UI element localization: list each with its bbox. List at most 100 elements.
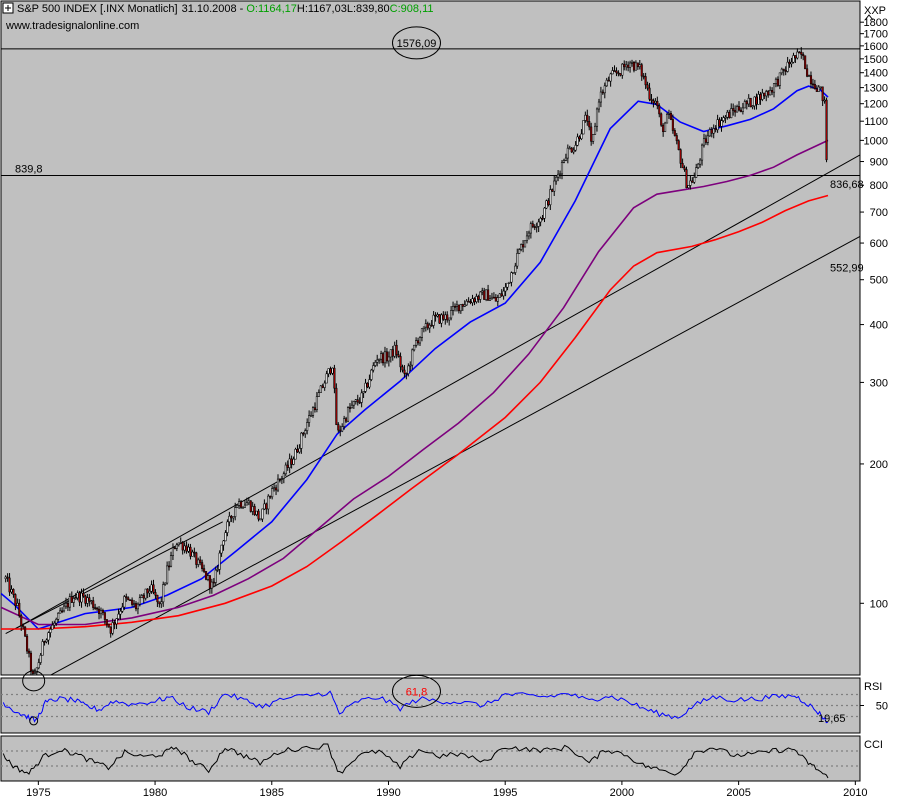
candle-up (654, 100, 657, 104)
candle-up (191, 551, 194, 557)
candle-up (594, 125, 597, 135)
header-open: O:1164,17 (246, 3, 297, 15)
candle-down (96, 607, 99, 610)
cci-layer (1, 743, 860, 779)
candle-down (158, 601, 161, 605)
candle-up (761, 92, 764, 100)
candle-up (485, 289, 488, 300)
candle-down (642, 75, 645, 78)
candle-down (257, 510, 260, 520)
candle-down (656, 100, 659, 107)
candle-up (757, 94, 760, 105)
y-tick-label: 400 (870, 320, 888, 332)
candle-down (405, 373, 408, 375)
candle-up (459, 304, 462, 312)
candle-up (432, 314, 435, 326)
candle-down (679, 149, 682, 164)
candle-down (94, 607, 97, 609)
candle-up (512, 272, 515, 274)
candle-up (444, 314, 447, 320)
candle-down (29, 652, 33, 672)
candle-up (562, 160, 565, 163)
candle-up (393, 344, 396, 357)
cci-panel[interactable] (0, 735, 861, 782)
x-tick-label: 2010 (843, 787, 867, 799)
candle-up (440, 314, 443, 324)
candle-up (325, 373, 328, 384)
candle-up (187, 546, 190, 552)
candle-down (607, 79, 610, 82)
candle-up (273, 487, 276, 490)
rsi-low-circle (29, 716, 39, 726)
candle-up (292, 458, 295, 465)
candle-up (418, 337, 422, 344)
trend-line (5, 521, 223, 635)
candle-up (605, 79, 608, 87)
candle-down (728, 111, 731, 119)
candle-down (348, 407, 352, 409)
candle-up (599, 91, 602, 103)
candle-up (741, 107, 744, 112)
candle-down (391, 349, 394, 357)
candle-up (121, 606, 124, 612)
candle-up (372, 365, 375, 371)
candle-down (109, 626, 112, 634)
price-panel[interactable] (0, 0, 861, 676)
candle-down (403, 369, 406, 374)
candle-down (426, 323, 429, 329)
y-tick-label: 600 (870, 238, 888, 250)
scroll-up-icon[interactable] (864, 14, 874, 21)
candle-up (10, 589, 13, 593)
candle-down (737, 106, 741, 111)
candle-up (436, 314, 439, 317)
candle-down (265, 503, 268, 510)
candle-down (825, 99, 828, 161)
candle-up (327, 368, 330, 375)
candle-up (424, 323, 427, 328)
candle-up (572, 149, 575, 153)
candle-up (490, 296, 494, 300)
y-tick-label: 900 (870, 157, 888, 169)
candle-up (621, 63, 624, 76)
candle-down (683, 167, 686, 170)
candle-down (522, 244, 525, 248)
candle-up (772, 83, 776, 93)
candle-up (62, 605, 66, 612)
candle-up (350, 404, 353, 409)
candle-up (35, 667, 38, 673)
candle-up (609, 73, 612, 82)
candle-up (119, 610, 122, 615)
candle-up (409, 364, 412, 367)
candle-up (580, 133, 583, 140)
candle-down (434, 314, 437, 317)
candle-down (193, 551, 196, 554)
candle-up (553, 180, 556, 192)
candle-up (323, 382, 326, 388)
candle-down (745, 101, 748, 105)
candle-up (300, 432, 303, 449)
y-tick-label: 1600 (864, 41, 888, 53)
x-tick-label: 2005 (726, 787, 750, 799)
candle-down (286, 464, 289, 468)
candle-down (395, 344, 398, 356)
candle-up (807, 75, 811, 77)
level-circle (391, 26, 441, 60)
candle-up (76, 592, 79, 599)
candle-up (368, 379, 371, 388)
candle-up (516, 253, 519, 267)
candle-up (51, 624, 54, 630)
candle-down (97, 608, 101, 615)
candle-up (545, 200, 548, 209)
candle-up (611, 70, 614, 75)
candle-up (315, 396, 318, 410)
candle-down (189, 546, 192, 557)
candle-down (734, 110, 737, 113)
candle-up (282, 473, 285, 479)
candle-up (664, 122, 667, 133)
candle-down (650, 98, 653, 101)
candle-down (204, 571, 208, 580)
candle-down (782, 68, 785, 71)
candle-up (267, 495, 270, 510)
